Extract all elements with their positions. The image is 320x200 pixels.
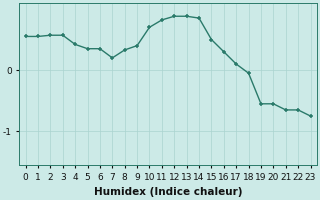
X-axis label: Humidex (Indice chaleur): Humidex (Indice chaleur) (94, 187, 242, 197)
